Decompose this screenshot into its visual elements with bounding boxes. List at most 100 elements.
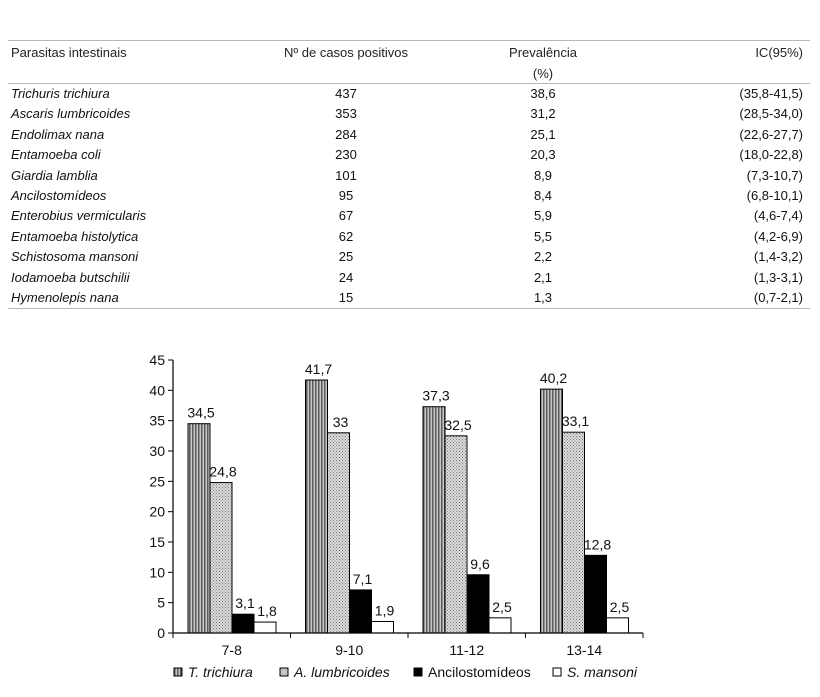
data-label: 3,1 — [235, 595, 255, 611]
bar-1 — [305, 379, 328, 634]
data-label: 2,5 — [610, 599, 630, 615]
data-label: 1,9 — [375, 602, 395, 618]
header-parasitas: Parasitas intestinais — [11, 45, 127, 60]
table-bottom-rule — [8, 308, 810, 309]
row-ic: (7,3-10,7) — [746, 167, 803, 183]
y-tick-label: 0 — [157, 625, 165, 641]
bar-4 — [488, 617, 512, 634]
bar-1 — [187, 423, 211, 634]
row-casos: 62 — [338, 228, 354, 244]
row-parasite: Entamoeba histolytica — [11, 228, 139, 244]
legend-label: S. mansoni — [567, 664, 638, 680]
row-casos: 67 — [338, 208, 354, 224]
data-label: 34,5 — [187, 405, 214, 421]
bar-1 — [422, 406, 446, 634]
y-tick-label: 15 — [149, 534, 165, 550]
y-tick-label: 20 — [149, 504, 165, 520]
data-label: 37,3 — [422, 388, 449, 404]
row-parasite: Giardia lamblia — [11, 167, 98, 183]
data-label: 12,8 — [584, 536, 611, 552]
row-ic: (1,3-3,1) — [753, 269, 803, 285]
header-casos: Nº de casos positivos — [284, 45, 408, 60]
data-label: 33,1 — [562, 413, 589, 429]
legend-swatch — [173, 667, 183, 677]
bar-3 — [349, 589, 372, 634]
y-tick-label: 40 — [149, 382, 165, 398]
bar-4 — [371, 620, 394, 634]
row-casos: 101 — [335, 167, 357, 183]
legend-swatch — [413, 667, 423, 677]
bar-4 — [606, 617, 629, 634]
x-tick-label: 9-10 — [335, 642, 363, 658]
row-prevalencia: 1,3 — [533, 290, 553, 305]
row-casos: 437 — [335, 86, 357, 101]
row-prevalencia: 5,9 — [533, 208, 553, 224]
y-tick-label: 30 — [149, 443, 165, 459]
row-ic: (35,8-41,5) — [739, 86, 803, 101]
x-axis: 7-8 9-10 11-12 13-14 — [172, 632, 644, 658]
y-tick-label: 45 — [149, 352, 165, 368]
row-parasite: Iodamoeba butschilii — [11, 269, 130, 285]
legend-label: Ancilostomídeos — [428, 664, 531, 680]
row-parasite: Endolimax nana — [11, 126, 105, 142]
data-label: 24,8 — [209, 464, 236, 480]
y-tick-label: 25 — [149, 473, 165, 489]
data-label: 2,5 — [492, 599, 512, 615]
data-label: 33 — [333, 414, 349, 430]
row-prevalencia: 25,1 — [530, 126, 556, 142]
row-parasite: Enterobius vermicularis — [11, 208, 147, 224]
legend-label: A. lumbricoides — [293, 664, 390, 680]
row-prevalencia: 2,1 — [533, 269, 553, 285]
row-casos: 25 — [338, 249, 354, 265]
row-prevalencia: 31,2 — [530, 106, 556, 122]
row-ic: (28,5-34,0) — [739, 106, 803, 122]
table-top-rule — [8, 40, 810, 41]
row-prevalencia: 8,4 — [533, 188, 553, 203]
header-prevalencia: Prevalência — [509, 45, 577, 60]
bar-4 — [253, 621, 277, 634]
table-header-rule — [8, 83, 810, 84]
data-label: 7,1 — [353, 571, 373, 587]
row-ic: (18,0-22,8) — [739, 147, 803, 163]
row-prevalencia: 8,9 — [533, 167, 553, 183]
row-ic: (22,6-27,7) — [739, 126, 803, 142]
bar-3 — [231, 613, 255, 634]
row-parasite: Ascaris lumbricoides — [11, 106, 131, 122]
row-ic: (0,7-2,1) — [753, 290, 803, 305]
bar-2 — [327, 432, 350, 634]
row-prevalencia: 38,6 — [530, 86, 556, 101]
row-casos: 230 — [335, 147, 357, 163]
row-prevalencia: 20,3 — [530, 147, 556, 163]
bar-2 — [562, 431, 585, 634]
bar-2 — [444, 435, 468, 634]
row-parasite: Ancilostomídeos — [11, 188, 107, 203]
row-parasite: Trichuris trichiura — [11, 86, 110, 101]
y-tick-label: 35 — [149, 413, 165, 429]
row-prevalencia: 5,5 — [533, 228, 553, 244]
header-ic: IC(95%) — [755, 45, 803, 60]
data-label: 1,8 — [257, 603, 277, 619]
x-tick-label: 7-8 — [222, 642, 242, 658]
legend-label: T. trichiura — [188, 664, 253, 680]
bar-2 — [209, 482, 233, 634]
legend-swatch — [279, 667, 289, 677]
legend-swatch — [552, 667, 562, 677]
row-casos: 95 — [338, 188, 354, 203]
row-casos: 284 — [335, 126, 357, 142]
row-ic: (1,4-3,2) — [753, 249, 803, 265]
row-casos: 15 — [338, 290, 354, 305]
y-axis: 0 5 10 15 20 25 30 35 40 45 — [149, 352, 174, 641]
row-ic: (6,8-10,1) — [746, 188, 803, 203]
row-casos: 353 — [335, 106, 357, 122]
x-tick-label: 13-14 — [566, 642, 602, 658]
data-label: 32,5 — [444, 417, 471, 433]
row-prevalencia: 2,2 — [533, 249, 553, 265]
row-parasite: Entamoeba coli — [11, 147, 101, 163]
legend: T. trichiura A. lumbricoides Ancilostomíde… — [173, 664, 638, 680]
bar-3 — [466, 574, 490, 634]
data-label: 40,2 — [540, 370, 567, 386]
y-tick-label: 10 — [149, 564, 165, 580]
x-tick-label: 11-12 — [449, 642, 484, 658]
bar-3 — [584, 554, 607, 634]
